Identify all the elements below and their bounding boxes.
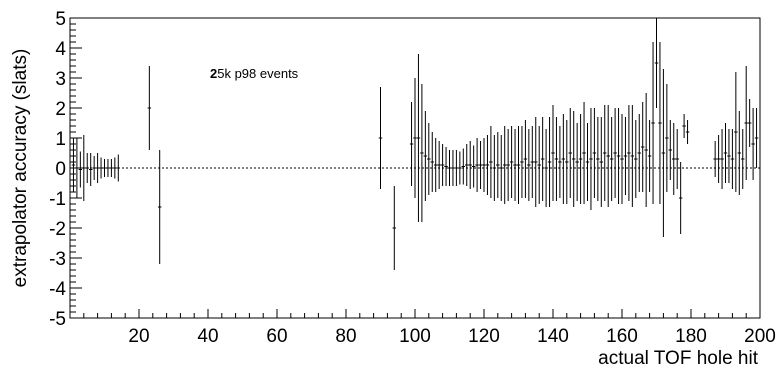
y-tick-label: 1 [55, 129, 66, 150]
y-tick-label: 3 [55, 69, 66, 90]
y-tick-label: 2 [55, 99, 66, 120]
y-tick-label: 0 [55, 159, 66, 180]
x-tick-label: 80 [335, 326, 356, 347]
x-axis: 20 40 60 80 100 120 140 160 180 200 [69, 309, 776, 347]
y-tick-label: 5 [55, 9, 66, 30]
x-tick-label: 40 [197, 326, 218, 347]
x-tick-label: 100 [399, 326, 431, 347]
y-tick-label: -2 [49, 219, 66, 240]
annotation-rest: 5k p98 events [217, 66, 298, 81]
y-tick-label: -4 [49, 279, 66, 300]
x-tick-label: 200 [744, 326, 776, 347]
x-axis-title: actual TOF hole hit [598, 348, 759, 369]
x-tick-label: 140 [537, 326, 569, 347]
y-tick-label: -3 [49, 249, 66, 270]
x-tick-label: 20 [128, 326, 149, 347]
y-tick-label: 4 [55, 39, 66, 60]
y-axis: -5 -4 -3 -2 -1 0 1 2 3 4 5 [49, 9, 82, 330]
x-tick-label: 60 [266, 326, 287, 347]
y-tick-label: -1 [49, 189, 66, 210]
annotation: 25k p98 events [210, 66, 299, 81]
error-bars [71, 18, 759, 270]
x-tick-label: 180 [675, 326, 707, 347]
annotation-lead: 2 [210, 66, 217, 81]
x-tick-label: 160 [606, 326, 638, 347]
y-tick-label: -5 [49, 309, 66, 330]
y-axis-title: extrapolator accuracy (slats) [10, 49, 31, 288]
x-tick-label: 120 [468, 326, 500, 347]
